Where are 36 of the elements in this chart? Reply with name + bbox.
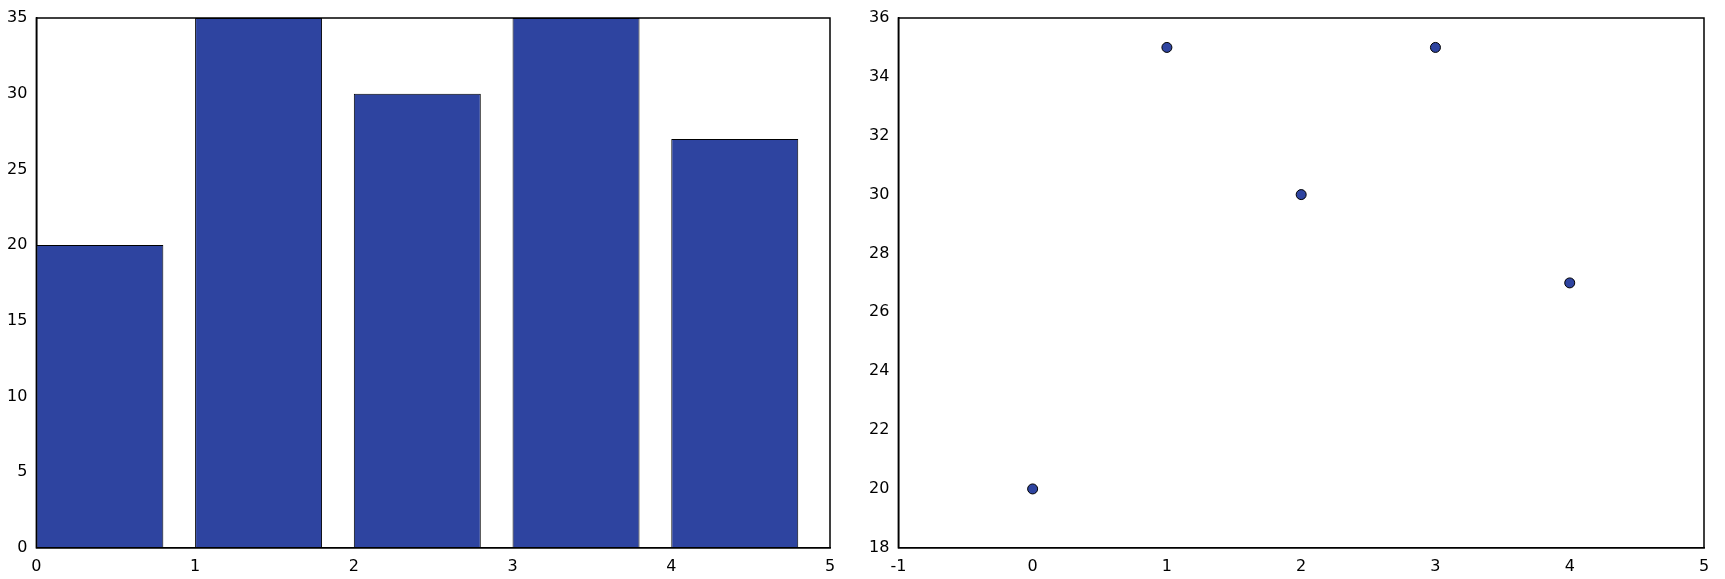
x-tick-label: 3 bbox=[1430, 555, 1441, 575]
point bbox=[1564, 277, 1576, 289]
y-tick-label: 25 bbox=[7, 158, 28, 178]
x-tick-label: 2 bbox=[1296, 555, 1307, 575]
y-tick-label: 5 bbox=[17, 461, 28, 481]
y-tick-label: 34 bbox=[869, 66, 890, 86]
point bbox=[1027, 483, 1039, 495]
y-tick-label: 30 bbox=[869, 183, 890, 203]
x-tick-label: 3 bbox=[507, 555, 518, 575]
y-tick-label: 22 bbox=[869, 419, 890, 439]
point bbox=[1429, 41, 1441, 53]
y-tick-label: 20 bbox=[869, 478, 890, 498]
y-tick-label: 0 bbox=[17, 536, 28, 556]
y-tick-label: 26 bbox=[869, 301, 890, 321]
y-tick-label: 24 bbox=[869, 360, 890, 380]
x-tick-label: 4 bbox=[666, 555, 677, 575]
x-tick-label: 5 bbox=[1698, 555, 1710, 575]
y-tick-label: 30 bbox=[7, 82, 28, 102]
y-tick-label: 20 bbox=[7, 234, 28, 254]
y-tick-label: 35 bbox=[7, 7, 28, 27]
x-tick-label: -1 bbox=[890, 555, 907, 575]
y-tick-label: 18 bbox=[869, 536, 890, 556]
y-tick-label: 15 bbox=[7, 309, 28, 329]
y-tick-label: 28 bbox=[869, 242, 890, 262]
y-tick-label: 32 bbox=[869, 124, 890, 144]
point bbox=[1161, 41, 1173, 53]
x-tick-label: 0 bbox=[31, 555, 42, 575]
y-tick-label: 10 bbox=[7, 385, 28, 405]
x-tick-label: 0 bbox=[1027, 555, 1038, 575]
x-tick-label: 1 bbox=[1161, 555, 1172, 575]
y-tick-label: 36 bbox=[869, 7, 890, 27]
x-tick-label: 1 bbox=[189, 555, 201, 575]
x-tick-label: 4 bbox=[1564, 555, 1575, 575]
x-tick-label: 2 bbox=[348, 555, 359, 575]
point bbox=[1295, 189, 1307, 201]
x-tick-label: 5 bbox=[824, 555, 836, 575]
